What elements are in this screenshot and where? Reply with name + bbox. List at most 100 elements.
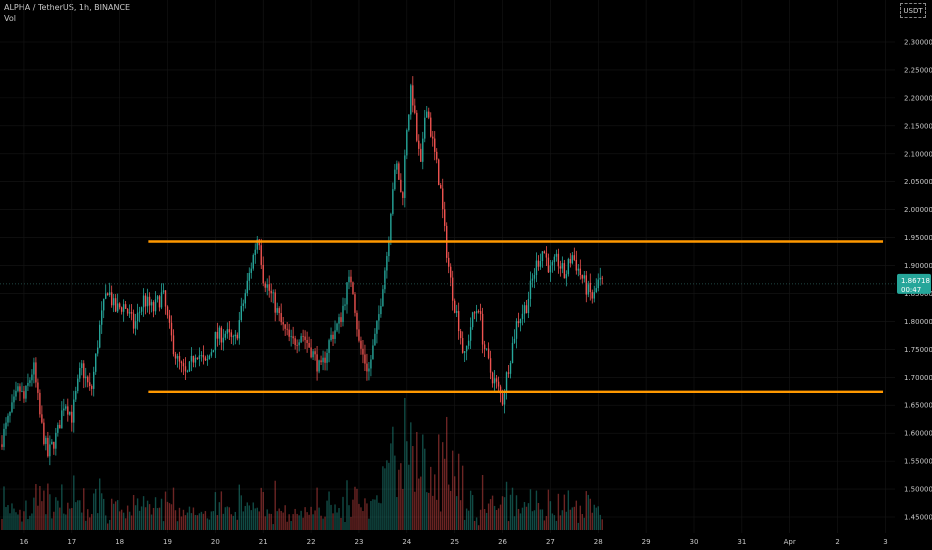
volume-bar [479,509,482,530]
volume-bar [461,465,464,530]
candle-body [465,345,468,352]
currency-unit-button[interactable]: USDT [900,3,926,18]
candle-body [282,322,284,325]
candle-body [230,332,233,337]
volume-bar [444,458,446,530]
candle-body [336,323,338,331]
candle-body [174,354,177,359]
volume-bar [49,494,51,530]
candle-body [170,322,173,336]
volume-bar [483,509,486,530]
volume-bar [83,488,85,530]
candle-body [519,318,522,324]
time-tick-label: 17 [67,538,76,546]
volume-bar [174,510,177,530]
volume-indicator-label[interactable]: Vol [4,14,16,23]
candle-body [284,324,286,329]
volume-bar [260,487,262,530]
volume-bar [300,510,302,530]
volume-bar [398,469,400,530]
price-tick-label: 2.30000 [904,39,932,47]
candle-body [101,310,103,325]
volume-bar [400,463,402,530]
volume-bar [515,495,518,530]
volume-bar [555,520,558,530]
candle-body [551,262,554,266]
volume-bar [519,513,522,530]
volume-bar [244,506,246,530]
candle-body [244,293,246,304]
candle-body [338,317,340,324]
candle-body [525,305,528,314]
volume-bar [196,515,199,530]
candle-body [573,255,576,260]
volume-bar [7,505,9,530]
volume-bar [242,511,244,530]
candle-body [491,372,494,384]
volume-bar [384,468,386,530]
candle-body [178,355,181,362]
volume-bar [132,494,135,530]
time-tick-label: 29 [642,538,651,546]
volume-bar [31,513,33,530]
price-tick-label: 2.10000 [904,150,932,158]
candle-body [132,313,135,329]
volume-bar [284,505,286,530]
price-tick-label: 1.85000 [904,290,932,298]
candle-body [344,304,346,306]
candle-body [306,340,308,343]
candle-body [569,259,572,264]
candle-body [250,268,252,273]
candle-body [577,268,580,271]
candle-body [332,334,334,339]
volume-bar [368,518,370,530]
time-tick-label: 2 [835,538,839,546]
volume-bar [451,450,454,530]
candle-body [593,292,595,299]
candle-body [103,298,105,311]
volume-bar [577,522,580,530]
price-tick-label: 1.45000 [904,514,932,522]
volume-bar [268,513,270,530]
volume-bar [176,521,179,530]
candle-body [242,303,244,306]
candle-body [246,280,248,294]
volume-bar [270,513,272,530]
volume-bar [595,507,597,530]
candle-body [104,293,107,299]
candle-body [360,340,362,349]
volume-bar [344,522,346,530]
candle-body [146,296,149,307]
volume-bar [252,502,254,530]
candle-body [280,313,282,323]
volume-bar [246,502,248,530]
volume-bar [380,503,382,530]
volume-bar [557,493,560,530]
volume-bar [473,520,476,530]
candle-body [190,355,193,362]
volume-bar [583,517,586,530]
volume-bar [240,495,242,530]
candle-body [236,334,239,339]
volume-bar [551,513,554,530]
volume-bar [47,483,49,530]
volume-bar [200,511,203,530]
time-tick-label: 21 [259,538,268,546]
candle-body [148,296,151,306]
volume-bar [164,491,167,530]
candle-body [57,424,59,433]
candle-body [406,130,408,156]
volume-bar [465,508,468,530]
candle-body [87,376,89,383]
candle-body [5,422,7,429]
candle-body [314,351,316,355]
candle-body [601,277,603,279]
candle-body [432,136,434,139]
time-tick-label: 19 [163,538,172,546]
volume-bar [51,518,53,530]
candle-body [350,276,352,283]
symbol-title: ALPHA / TetherUS, 1h, BINANCE [4,3,131,12]
candle-body [352,282,354,295]
candle-body [71,411,73,423]
